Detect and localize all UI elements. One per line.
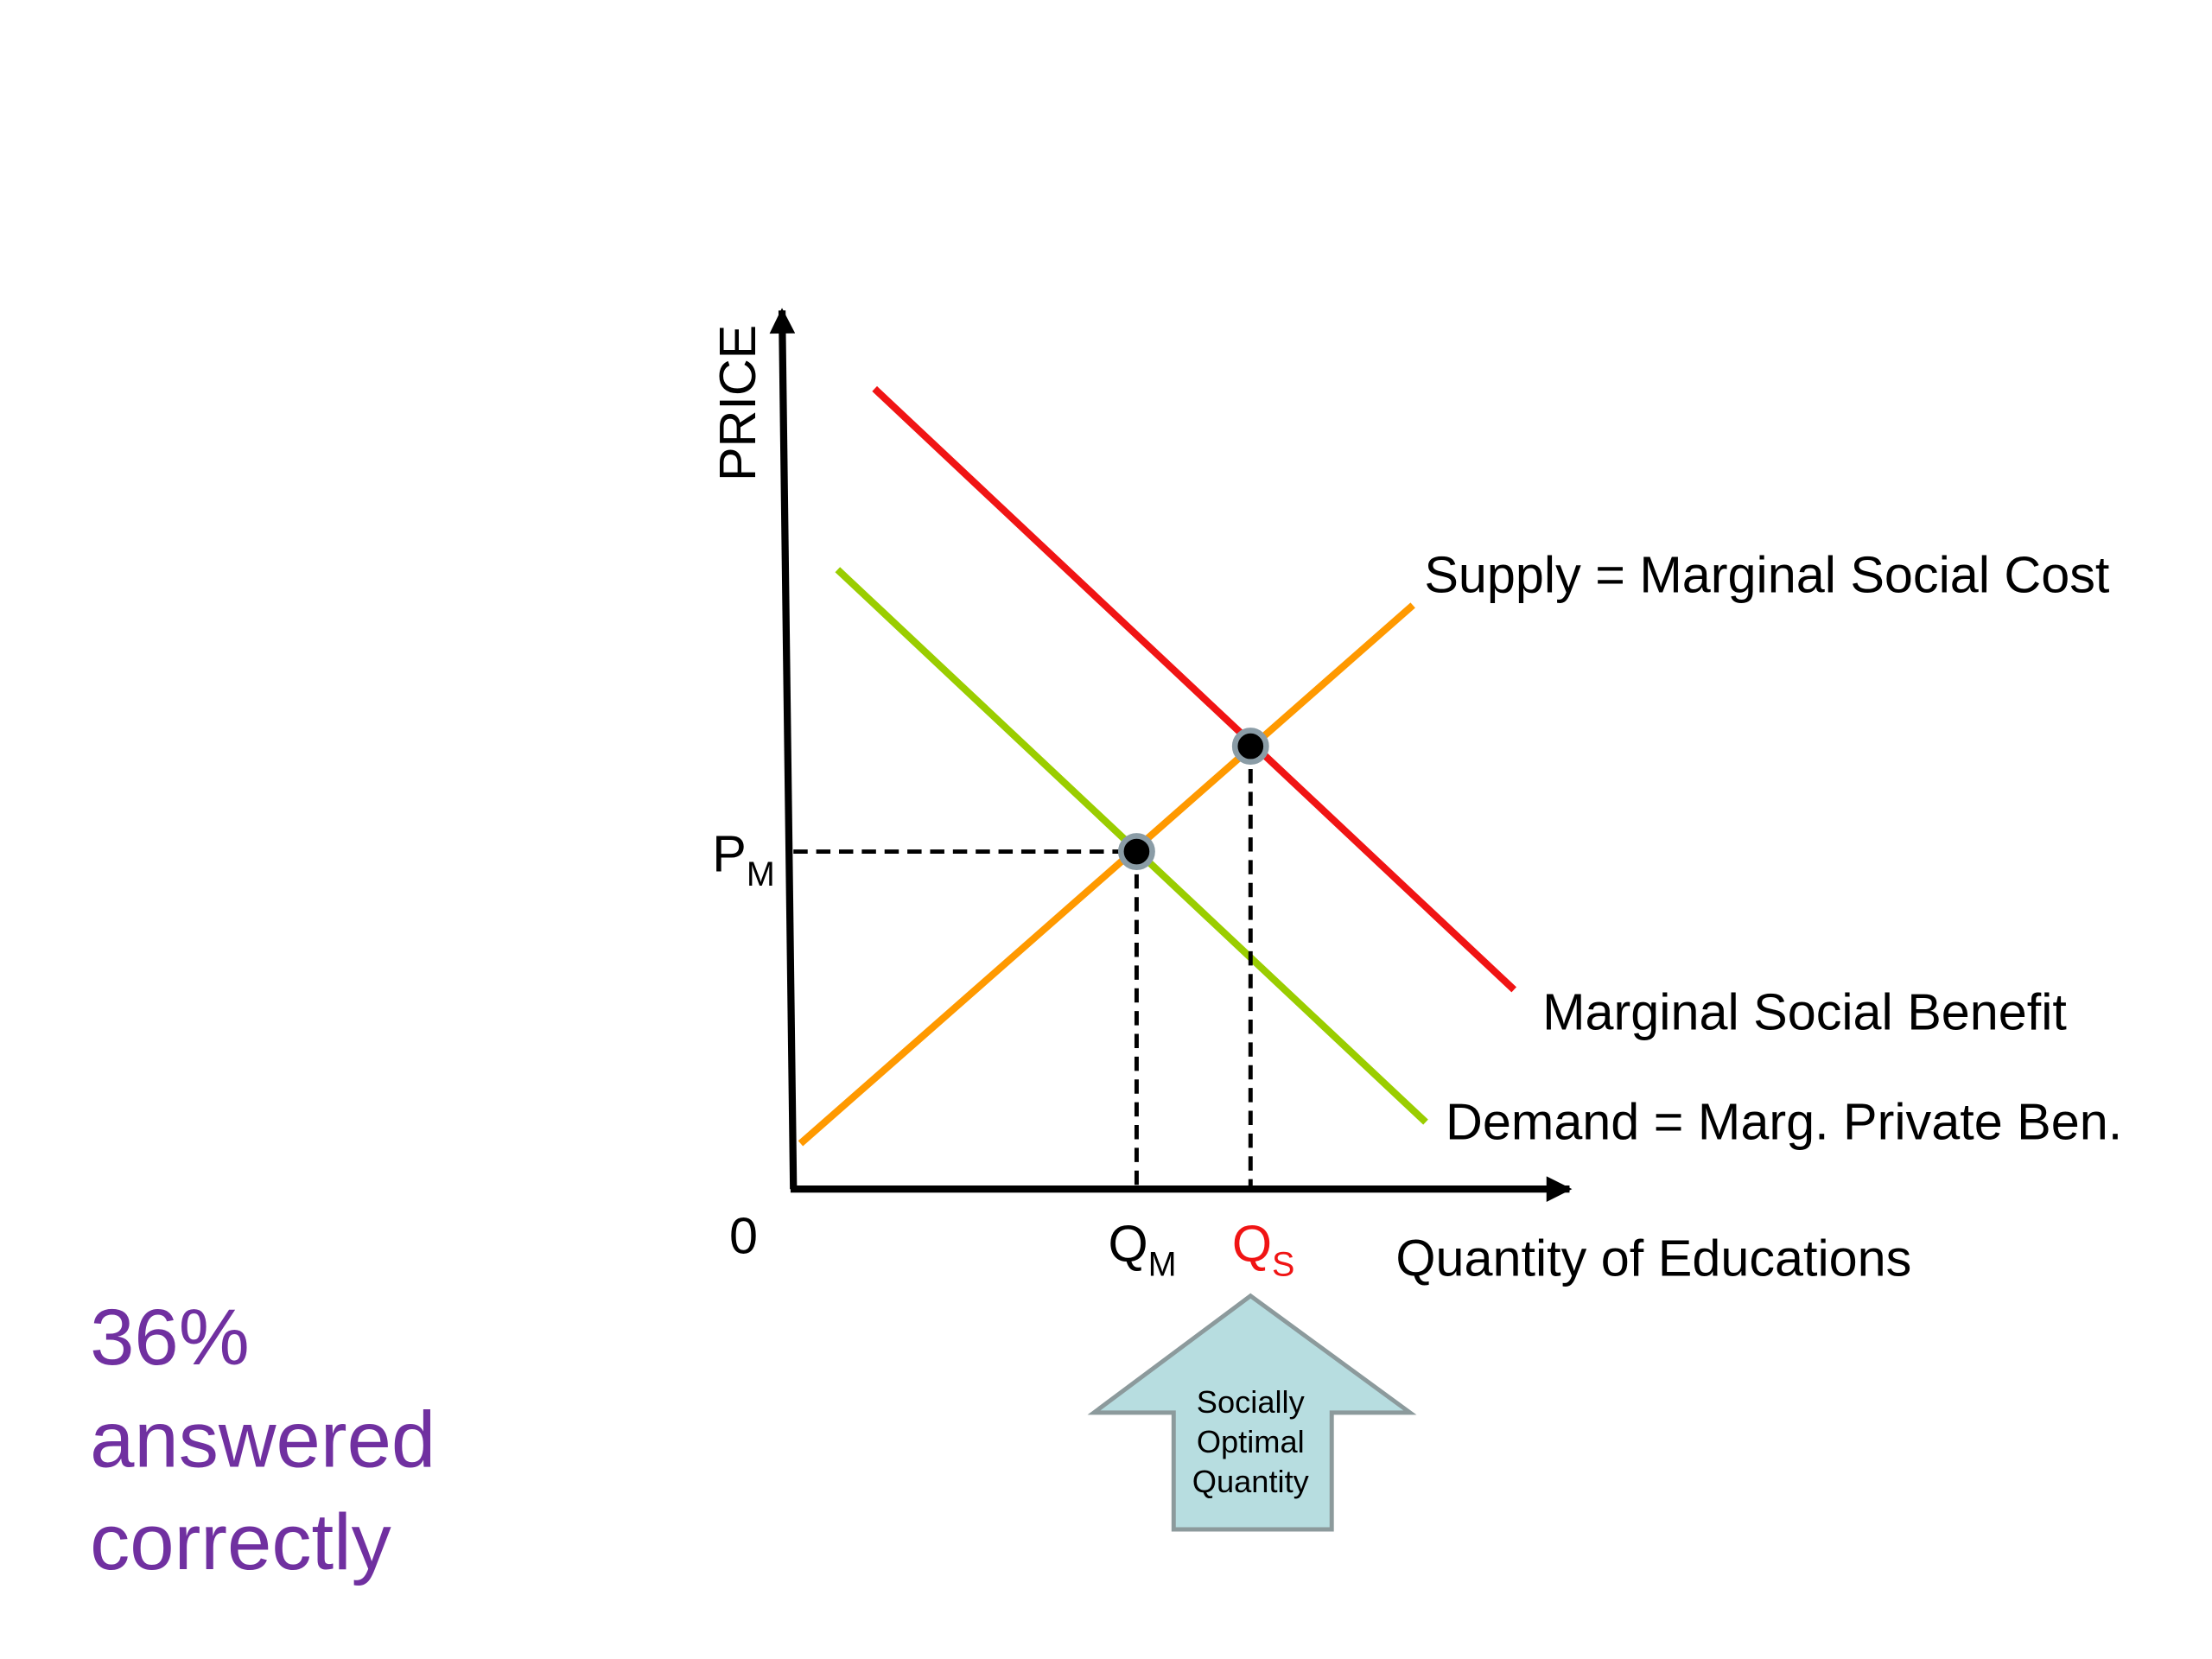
result-text: answered bbox=[90, 1395, 435, 1484]
quantity-market-label: QM bbox=[1108, 1215, 1176, 1283]
callout-text: Quantity bbox=[1192, 1464, 1310, 1499]
supply-curve bbox=[798, 602, 1415, 1147]
origin-label: 0 bbox=[729, 1206, 758, 1264]
x-axis-label: Quantity of Educations bbox=[1395, 1230, 1911, 1287]
social-optimum bbox=[1231, 728, 1269, 766]
curve-label: Marginal Social Benefit bbox=[1542, 983, 2067, 1041]
label-base: Q bbox=[1108, 1215, 1147, 1273]
label-subscript: M bbox=[747, 855, 775, 893]
y-axis-label: PRICE bbox=[709, 325, 766, 481]
label-base: Q bbox=[1232, 1215, 1272, 1273]
result-text: 36% bbox=[90, 1292, 250, 1382]
callout-arrow bbox=[1087, 1293, 1417, 1532]
result-text: correctly bbox=[90, 1497, 391, 1586]
label-base: P bbox=[712, 825, 747, 883]
label-subscript: M bbox=[1148, 1246, 1177, 1284]
price-market-label: PM bbox=[712, 825, 775, 893]
curve-label: Supply = Marginal Social Cost bbox=[1424, 546, 2110, 604]
quantity-social-label: QS bbox=[1232, 1215, 1295, 1283]
curve-label: Demand = Marg. Private Ben. bbox=[1446, 1092, 2122, 1150]
y-axis bbox=[769, 308, 798, 1190]
callout-text: Socially bbox=[1197, 1384, 1306, 1420]
label-subscript: S bbox=[1272, 1246, 1294, 1284]
market-equilibrium bbox=[1118, 833, 1155, 870]
callout-text: Optimal bbox=[1197, 1424, 1305, 1459]
msb-curve bbox=[872, 385, 1516, 993]
